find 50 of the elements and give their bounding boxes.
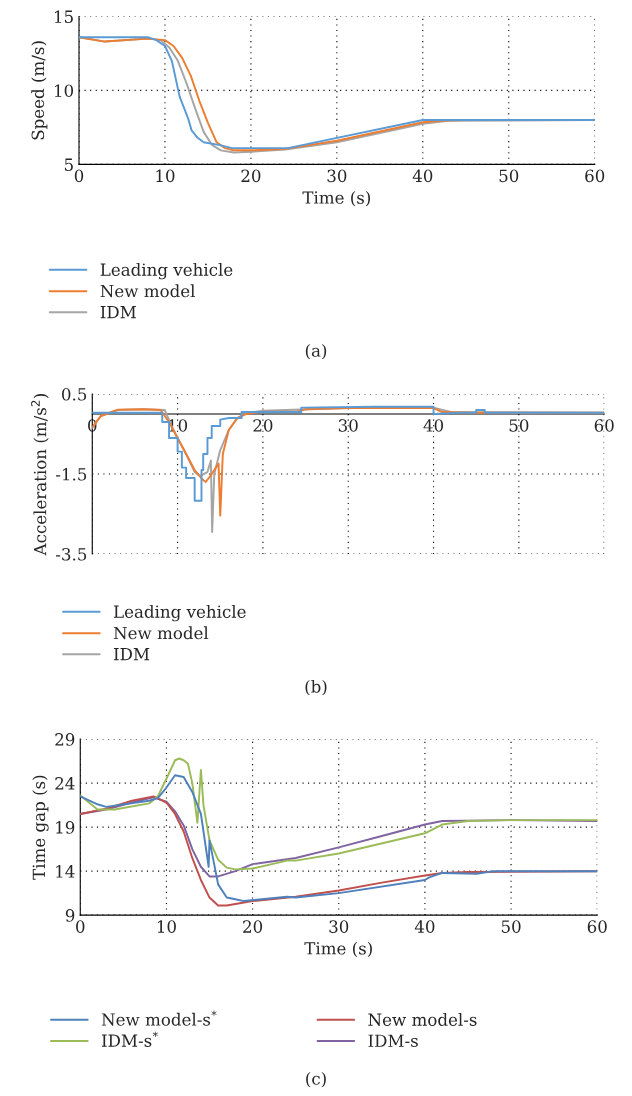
x-axis-title: Time (s): [302, 190, 371, 207]
x-tick-label: 0: [74, 169, 84, 183]
y-tick-label: -1.5: [56, 467, 87, 481]
line-series: [80, 774, 598, 903]
x-tick-label: 60: [587, 920, 607, 933]
text: (a): [305, 343, 327, 360]
x-tick-label: 40: [423, 419, 444, 432]
x-tick-label: 30: [327, 169, 347, 183]
legend-label: Leading vehicle: [113, 605, 246, 622]
x-tick-label: 50: [509, 419, 529, 432]
y-tick-label: 9: [65, 909, 75, 922]
x-tick-label: 60: [585, 169, 605, 183]
x-tick-label: 50: [501, 920, 521, 933]
x-tick-label: 30: [329, 920, 349, 933]
legend-label: IDM-s: [368, 1034, 418, 1048]
x-tick-label: 40: [414, 920, 435, 933]
legend-label: New model: [100, 284, 195, 298]
legend-label: New model-s: [368, 1013, 477, 1026]
x-tick-label: 30: [338, 419, 358, 432]
line-series: [80, 757, 598, 871]
x-tick-label: 10: [157, 920, 176, 933]
text: (b): [305, 679, 327, 696]
x-tick-label: 60: [594, 419, 614, 432]
legend-label: IDM: [113, 648, 150, 661]
y-axis-title: Speed (m/s): [31, 41, 48, 140]
x-tick-label: 50: [499, 169, 519, 183]
text: (c): [306, 1071, 326, 1088]
y-tick-label: -3.5: [56, 547, 87, 561]
x-tick-label: 20: [241, 169, 261, 183]
x-tick-label: 40: [412, 169, 433, 183]
y-tick-label: 0.5: [62, 387, 87, 401]
legend-label: IDM-s$^{*}$: [101, 1031, 158, 1047]
legend-label: New model: [113, 626, 209, 640]
x-axis-title: Time (s): [304, 941, 372, 957]
legend-label: New model-s$^{*}$: [101, 1010, 217, 1026]
y-axis-title: Time gap (s): [32, 775, 49, 880]
y-axis-title: Acceleration (m/s$^{2}$): [31, 393, 49, 556]
x-tick-label: 20: [253, 419, 273, 432]
y-tick-label: 19: [56, 821, 75, 834]
legend-label: Leading vehicle: [100, 263, 233, 280]
y-tick-label: 24: [55, 777, 75, 790]
legend-label: IDM: [100, 306, 136, 319]
y-tick-label: 14: [56, 865, 75, 878]
x-tick-label: 10: [156, 169, 175, 183]
x-tick-label: 0: [76, 920, 85, 933]
y-tick-label: 5: [64, 158, 73, 171]
y-tick-label: 29: [55, 733, 75, 746]
x-tick-label: 20: [243, 920, 263, 933]
y-tick-label: 15: [54, 10, 73, 24]
y-tick-label: 10: [54, 84, 74, 97]
